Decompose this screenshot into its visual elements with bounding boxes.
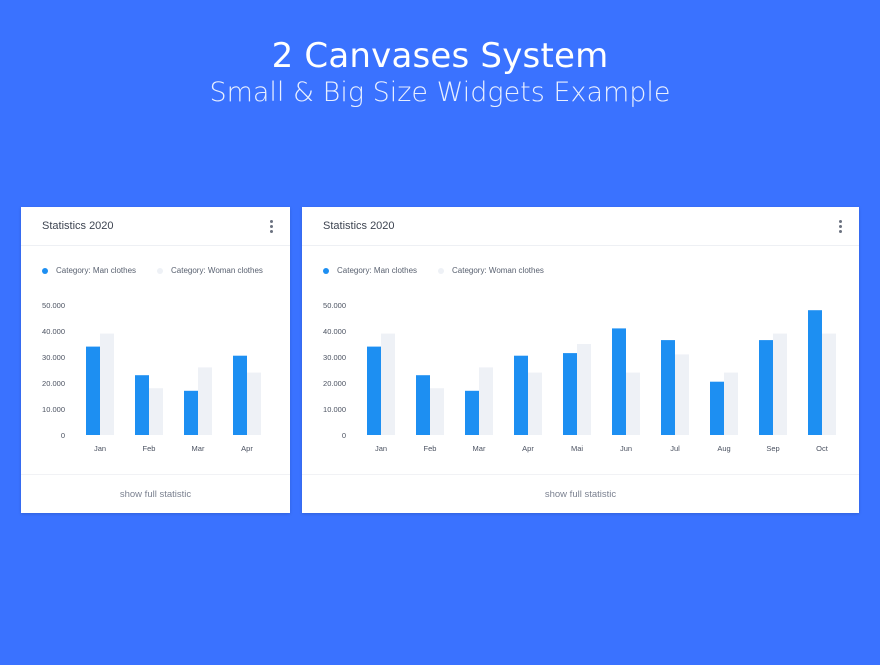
bar-man-clothes [563,353,577,435]
show-full-statistic-link[interactable]: show full statistic [544,489,617,500]
y-tick-label: 30.000 [42,353,65,362]
x-tick-label: Jan [94,444,106,453]
bar-woman-clothes [724,372,738,435]
page-subtitle: Small & Big Size Widgets Example [209,77,671,108]
bar-man-clothes [661,340,675,435]
x-tick-label: Mar [192,444,205,453]
y-tick-label: 50.000 [323,301,346,310]
bar-woman-clothes [626,372,640,435]
bar-man-clothes [514,355,528,435]
x-tick-label: Jan [375,444,387,453]
bar-man-clothes [367,346,381,435]
widget-title: Statistics 2020 [42,220,114,232]
more-vertical-icon[interactable] [267,219,277,235]
y-tick-label: 0 [61,431,65,440]
bar-woman-clothes [479,367,493,435]
y-tick-label: 30.000 [323,353,346,362]
bar-woman-clothes [577,344,591,435]
bar-man-clothes [86,346,100,435]
bar-man-clothes [710,381,724,435]
x-tick-label: Aug [717,444,730,453]
x-tick-label: Apr [241,444,253,453]
bar-chart: 50.000 40.000 30.000 20.000 10.000 0 Jan Feb Mar… [42,301,261,453]
footer-divider [302,474,859,475]
footer-divider [21,474,290,475]
bar-woman-clothes [773,333,787,435]
legend-dot-icon [323,268,329,274]
x-tick-label: Jul [670,444,680,453]
bar-man-clothes [808,310,822,435]
y-tick-label: 10.000 [42,405,65,414]
bar-chart: 50.000 40.000 30.000 20.000 10.000 0 Jan Feb Mar… [323,301,836,453]
x-tick-label: Sep [766,444,779,453]
bar-woman-clothes [675,354,689,435]
bar-woman-clothes [381,333,395,435]
bar-man-clothes [416,375,430,435]
bar-man-clothes [135,375,149,435]
legend-label: Category: Man clothes [337,266,418,275]
statistics-widget-big: Statistics 2020 Category: Man clothes Ca… [302,207,859,513]
bar-woman-clothes [149,388,163,435]
y-tick-label: 20.000 [42,379,65,388]
y-tick-label: 0 [342,431,346,440]
bar-woman-clothes [822,333,836,435]
legend-dot-icon [438,268,444,274]
x-tick-label: Feb [424,444,437,453]
bar-woman-clothes [528,372,542,435]
widget-title: Statistics 2020 [323,220,395,232]
show-full-statistic-link[interactable]: show full statistic [119,489,192,500]
bar-man-clothes [612,328,626,435]
x-tick-label: Feb [143,444,156,453]
x-tick-label: Jun [620,444,632,453]
bar-man-clothes [465,390,479,435]
y-tick-label: 40.000 [323,327,346,336]
legend-label: Category: Woman clothes [452,266,544,275]
bar-woman-clothes [198,367,212,435]
x-tick-label: Apr [522,444,534,453]
x-tick-label: Mar [473,444,486,453]
y-tick-label: 20.000 [323,379,346,388]
x-tick-label: Oct [816,444,829,453]
page-title: 2 Canvases System [271,36,609,76]
y-tick-label: 50.000 [42,301,65,310]
widget-header: Statistics 2020 [21,207,290,246]
bar-woman-clothes [247,372,261,435]
widget-header: Statistics 2020 [302,207,859,246]
legend-dot-icon [42,268,48,274]
more-vertical-icon[interactable] [836,219,846,235]
legend-label: Category: Man clothes [56,266,137,275]
y-tick-label: 10.000 [323,405,346,414]
x-tick-label: Mai [571,444,583,453]
y-tick-label: 40.000 [42,327,65,336]
bar-man-clothes [233,355,247,435]
bar-woman-clothes [100,333,114,435]
bar-woman-clothes [430,388,444,435]
legend-label: Category: Woman clothes [171,266,263,275]
bar-man-clothes [759,340,773,435]
legend-dot-icon [157,268,163,274]
bar-man-clothes [184,390,198,435]
statistics-widget-small: Statistics 2020 Category: Man clothes Ca… [21,207,290,513]
